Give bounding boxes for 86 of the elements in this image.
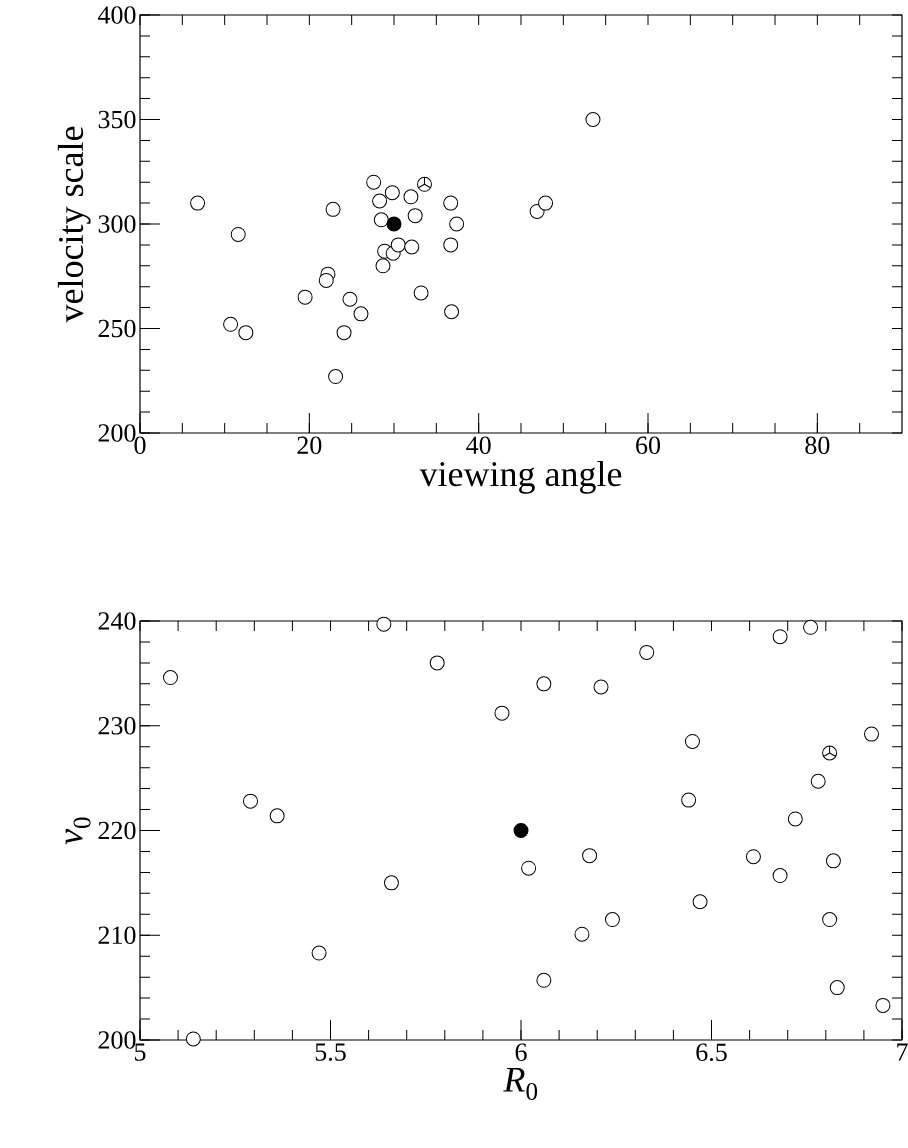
point (582, 848, 598, 864)
point (372, 193, 388, 209)
point (745, 849, 761, 865)
point (810, 773, 826, 789)
point (223, 316, 239, 332)
y-tick-label: 210 (98, 926, 136, 945)
point (375, 258, 391, 274)
x-axis-title: R$_{0}$ (503, 1067, 538, 1100)
x-tick-label: 40 (466, 436, 491, 455)
point (407, 208, 423, 224)
y-tick-label: 400 (97, 6, 136, 24)
y-tick-label: 200 (98, 424, 136, 442)
point (416, 176, 432, 192)
point (593, 679, 609, 695)
point (536, 676, 552, 692)
point (373, 212, 389, 228)
point (875, 997, 891, 1013)
point (536, 972, 552, 988)
point (521, 860, 537, 876)
point (513, 822, 529, 838)
x-tick-label: 20 (297, 436, 322, 455)
point (384, 185, 400, 201)
point (404, 239, 420, 255)
point (230, 226, 246, 242)
point (639, 644, 655, 660)
point (238, 325, 254, 341)
point (383, 875, 399, 891)
x-tick-label: 60 (636, 436, 661, 455)
x-tick-label: 5 (135, 1043, 146, 1061)
point (443, 195, 459, 211)
point (190, 195, 206, 211)
y-tick-label: 220 (98, 821, 136, 840)
y-tick-label: 200 (98, 1031, 136, 1049)
point (538, 195, 554, 211)
point (297, 289, 313, 305)
y-tick-label: 240 (98, 612, 136, 630)
point (242, 793, 258, 809)
point (429, 655, 445, 671)
point (803, 619, 819, 635)
y-tick-label: 350 (98, 110, 136, 129)
x-tick-label: 6.5 (696, 1043, 727, 1062)
point (692, 894, 708, 910)
point (772, 629, 788, 645)
point (681, 792, 697, 808)
x-axis-title: viewing angle (419, 460, 622, 494)
point (328, 369, 344, 385)
point (162, 670, 178, 686)
x-tick-label: 5.5 (315, 1043, 346, 1061)
point (376, 616, 392, 632)
y-tick-label: 230 (98, 716, 136, 735)
point (494, 705, 510, 721)
x-tick-label: 7 (897, 1043, 908, 1061)
point (585, 111, 601, 127)
point (403, 189, 419, 205)
point (864, 726, 880, 742)
x-tick-label: 6 (515, 1043, 527, 1061)
point (386, 216, 402, 232)
point (353, 306, 369, 322)
y-tick-label: 300 (98, 215, 136, 233)
point (825, 853, 841, 869)
point (366, 174, 382, 190)
point (574, 926, 590, 942)
point (325, 201, 341, 217)
point (822, 912, 838, 928)
y-tick-label: 250 (98, 319, 136, 338)
point (822, 745, 838, 761)
point (829, 980, 845, 996)
point (269, 808, 285, 824)
y-axis-title: v$_{0}$ (65, 817, 91, 845)
point (443, 237, 459, 253)
point (318, 272, 334, 288)
x-tick-label: 0 (134, 436, 146, 455)
point (684, 733, 700, 749)
point (449, 216, 465, 232)
point (342, 291, 358, 307)
point (444, 304, 460, 320)
point (413, 285, 429, 301)
point (185, 1031, 201, 1047)
point (390, 237, 406, 253)
point (787, 811, 803, 827)
y-axis-title: velocity scale (57, 126, 91, 323)
x-tick-label: 80 (805, 436, 830, 455)
point (604, 912, 620, 928)
point (311, 945, 327, 961)
point (772, 868, 788, 884)
point (336, 325, 352, 341)
